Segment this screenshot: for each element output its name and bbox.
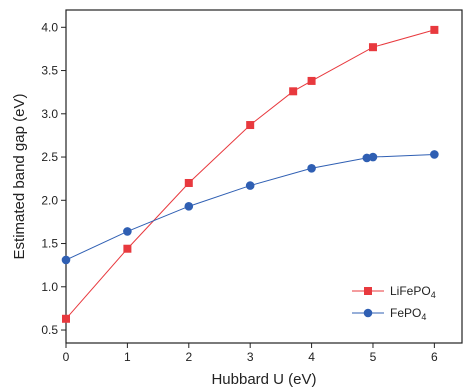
y-tick-label: 2.5 xyxy=(41,150,58,164)
x-tick-label: 0 xyxy=(63,350,70,364)
data-point xyxy=(184,178,193,187)
y-tick-label: 3.5 xyxy=(41,64,58,78)
y-tick-label: 1.5 xyxy=(41,237,58,251)
plot-border xyxy=(65,9,463,344)
y-tick-label: 1.0 xyxy=(41,280,58,294)
data-point xyxy=(62,314,70,323)
y-tick-label: 2.0 xyxy=(41,193,58,207)
legend-label-main: FePO xyxy=(390,306,421,320)
data-point xyxy=(245,181,255,190)
data-point xyxy=(307,163,316,173)
y-tick-label: 3.0 xyxy=(41,107,58,121)
y-tick-label: 0.5 xyxy=(41,323,58,337)
x-tick-label: 6 xyxy=(431,350,438,364)
y-axis: 0.5 1.0 1.5 2.0 2.5 3.0 3.5 4.0 xyxy=(41,20,66,337)
x-tick-label: 4 xyxy=(308,350,315,364)
data-point xyxy=(368,43,377,52)
series-fepo4 xyxy=(61,150,439,265)
legend-label-main: LiFePO xyxy=(390,284,431,298)
x-axis: 0 1 2 3 4 5 6 xyxy=(63,343,438,364)
data-point xyxy=(307,76,316,85)
series-line xyxy=(65,29,435,320)
series-layer xyxy=(61,25,439,323)
legend-item: LiFePO4 xyxy=(352,284,436,300)
x-axis-title: Hubbard U (eV) xyxy=(211,371,316,388)
x-tick-label: 1 xyxy=(124,350,131,364)
legend-item: FePO4 xyxy=(352,306,426,322)
x-tick-label: 5 xyxy=(370,350,377,364)
series-line xyxy=(65,153,435,261)
series-lifepo4 xyxy=(62,25,439,323)
data-point xyxy=(246,121,255,130)
y-axis-title: Estimated band gap (eV) xyxy=(11,94,28,260)
data-point xyxy=(289,87,298,96)
y-tick-label: 4.0 xyxy=(41,20,58,34)
data-point xyxy=(123,227,132,236)
legend-label: LiFePO4 xyxy=(390,284,436,300)
x-tick-label: 3 xyxy=(247,350,254,364)
data-point xyxy=(61,255,71,265)
data-point xyxy=(184,202,194,211)
x-tick-label: 2 xyxy=(185,350,192,364)
data-point xyxy=(123,244,132,253)
data-point xyxy=(368,152,378,162)
legend-label: FePO4 xyxy=(390,306,426,322)
data-point xyxy=(430,150,439,159)
legend-label-subscript: 4 xyxy=(421,312,426,322)
legend-marker xyxy=(363,308,373,318)
data-point xyxy=(430,25,439,34)
plot-frame xyxy=(65,9,463,344)
legend-label-subscript: 4 xyxy=(431,290,436,300)
legend-marker xyxy=(364,287,372,295)
